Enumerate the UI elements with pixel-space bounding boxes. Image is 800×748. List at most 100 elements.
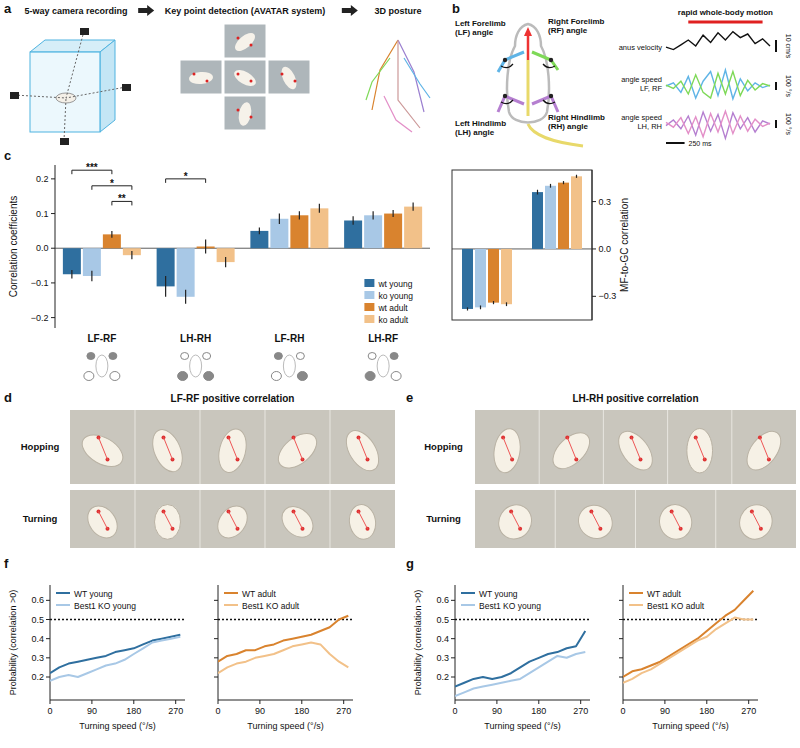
- error-bar: [165, 276, 166, 297]
- y-tick-label: −0.3: [598, 291, 616, 301]
- y-tick: [51, 213, 55, 214]
- y-tick: [214, 677, 218, 678]
- plot-area: [50, 635, 180, 681]
- bar: [545, 186, 556, 249]
- frame-divider: [731, 410, 732, 484]
- paw: [203, 353, 211, 360]
- x-tick: [218, 700, 219, 704]
- arrow: [138, 5, 154, 16]
- frame-divider: [555, 490, 556, 548]
- camera-ray: [66, 31, 84, 98]
- y-tick: [592, 248, 596, 249]
- skeleton-line: [384, 96, 412, 132]
- bar-chart: −0.2−0.10.00.10.2LF-RFLH-RHLF-RHLH-RF***…: [8, 162, 430, 344]
- keypoint: [294, 80, 297, 83]
- mouse-image: [189, 71, 214, 85]
- body-outline: [190, 355, 202, 377]
- x-axis: [50, 700, 185, 701]
- series-line: [623, 591, 753, 677]
- x-tick-label: 180: [531, 706, 546, 716]
- scale-label: 10 cm/s: [785, 34, 792, 59]
- significance-label: **: [118, 193, 126, 204]
- keypoint: [250, 80, 253, 83]
- paw: [84, 372, 94, 381]
- figure: a5-way camera recordingKey point detecti…: [0, 0, 800, 748]
- mouse-image: [278, 65, 299, 92]
- error-bar: [205, 240, 206, 254]
- y-axis: [455, 585, 456, 700]
- error-bar: [393, 210, 394, 217]
- rat-image: [276, 500, 319, 543]
- x-tick-label: 90: [255, 706, 265, 716]
- category-label: LF-RH: [274, 333, 304, 344]
- x-tick: [538, 700, 539, 704]
- legend-label: Best1 KO adult: [647, 601, 705, 611]
- x-tick-label: 270: [336, 706, 351, 716]
- angle-arc: [543, 64, 555, 68]
- scale-label: 100 °/s: [785, 113, 792, 135]
- error-bar: [563, 181, 564, 184]
- posture-3d: [366, 40, 430, 132]
- frame-divider: [135, 490, 136, 548]
- panel-letter: a: [4, 1, 12, 16]
- paw: [204, 372, 214, 381]
- x-tick-label: 90: [87, 706, 97, 716]
- x-tick-label: 270: [168, 706, 183, 716]
- row-label: Turning: [426, 513, 461, 524]
- mouse-image: [232, 67, 259, 89]
- y-axis: [218, 585, 219, 700]
- panel-title: LF-RF positive correlation: [171, 393, 295, 404]
- keypoint: [193, 73, 196, 76]
- x-tick: [706, 700, 707, 704]
- body-outline: [96, 355, 108, 377]
- x-tick: [259, 700, 260, 704]
- paw: [110, 372, 120, 381]
- trace-label: angle speedLF, RF: [621, 75, 662, 93]
- limb: [498, 96, 524, 112]
- trace: [666, 112, 770, 138]
- label-line: (RF) angle: [548, 26, 588, 35]
- bar-chart: −0.30.00.3MF-to-GC correlation: [452, 170, 630, 320]
- reference-line: [218, 619, 353, 620]
- label-line: Right Hindlimb: [548, 113, 605, 122]
- limb-label: Left Forelimb(LF) angle: [455, 19, 506, 37]
- video-frames: [475, 410, 796, 484]
- legend-swatch: [364, 291, 374, 299]
- scale-bar: [775, 40, 777, 52]
- keypoint: [250, 116, 253, 119]
- y-tick: [619, 677, 623, 678]
- x-tick: [91, 700, 92, 704]
- bar: [310, 208, 328, 248]
- x-tick-label: 0: [620, 706, 625, 716]
- skeleton-line: [372, 40, 398, 110]
- legend-label: wt adult: [377, 303, 408, 313]
- error-bar: [537, 190, 538, 195]
- bar: [475, 249, 486, 307]
- line-chart: 0.20.30.40.50.6090180270WT youngBest1 KO…: [413, 585, 590, 731]
- marker-dot: [509, 509, 513, 513]
- body-outline: [283, 355, 295, 377]
- line-chart: 090180270WT adultBest1 KO adultTurning s…: [214, 585, 353, 731]
- frame-divider: [200, 490, 201, 548]
- camera-frame: [224, 96, 266, 130]
- label-line: (LH) angle: [455, 128, 495, 137]
- bar: [558, 183, 569, 249]
- y-tick: [51, 317, 55, 318]
- skeleton-line: [398, 40, 420, 128]
- error-bar: [373, 211, 374, 219]
- y-tick-label: 0.3: [598, 197, 611, 207]
- legend-swatch: [364, 279, 374, 287]
- legend-label: WT young: [479, 589, 518, 599]
- paw: [181, 353, 189, 360]
- scale-bar: [775, 120, 777, 128]
- error-bar: [259, 227, 260, 234]
- x-tick-label: 180: [294, 706, 309, 716]
- x-tick: [664, 700, 665, 704]
- marker-line: [503, 437, 512, 459]
- marker-line: [591, 511, 600, 528]
- rat-image: [347, 503, 378, 541]
- y-tick-label: 0.1: [36, 209, 49, 219]
- bar: [571, 176, 582, 249]
- y-tick: [451, 619, 455, 620]
- y-tick-label: 0.5: [436, 615, 449, 625]
